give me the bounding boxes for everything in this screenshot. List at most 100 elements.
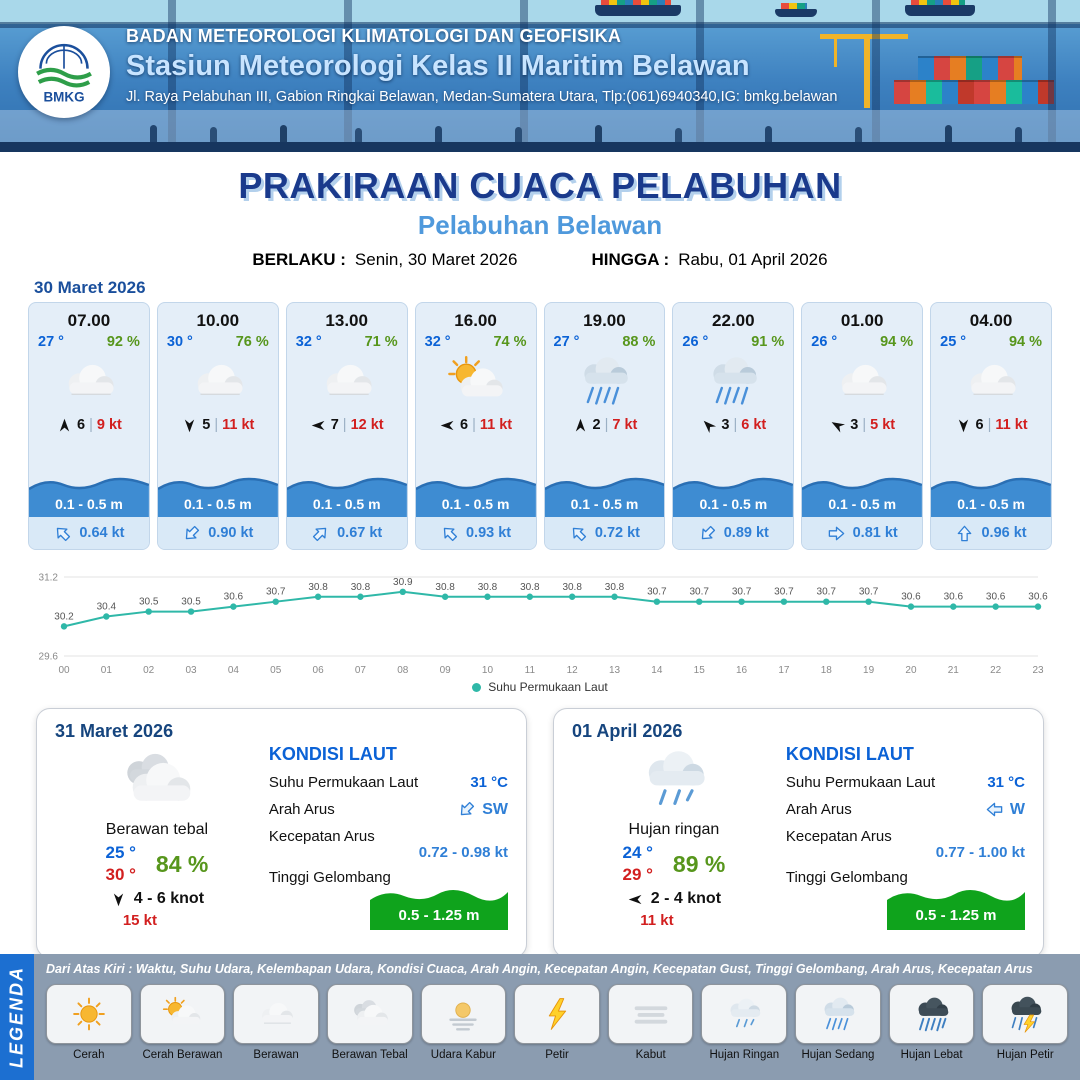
- forecast-card: 19.00 27 ° 88 % 2 | 7 kt 0.1 - 0.5 m: [543, 302, 666, 550]
- forecast-card: 10.00 30 ° 76 % 5 | 11 kt 0.1 - 0.5 m: [156, 302, 279, 550]
- wave-shape-icon: [544, 477, 665, 517]
- chart-legend: Suhu Permukaan Laut: [28, 680, 1052, 694]
- legend-weather-icon: [346, 993, 394, 1035]
- svg-text:30.8: 30.8: [435, 582, 455, 593]
- legend-weather-icon: [1001, 993, 1049, 1035]
- legend-weather-icon: [627, 993, 675, 1035]
- svg-text:20: 20: [905, 665, 917, 676]
- hingga-value: Rabu, 01 April 2026: [678, 250, 828, 269]
- day-date: 01 April 2026: [572, 721, 683, 741]
- terminal-room-art: [0, 110, 1080, 142]
- legend-item-label: Cerah Berawan: [142, 1049, 223, 1061]
- svg-text:30.7: 30.7: [859, 587, 879, 598]
- svg-text:09: 09: [440, 665, 452, 676]
- day-weather-icon: [103, 744, 211, 816]
- wind-speed: 7: [330, 417, 339, 433]
- wave-height: 0.1 - 0.5 m: [312, 496, 381, 512]
- legend-weather-icon: [252, 993, 300, 1035]
- wind-row: 5 | 11 kt: [158, 412, 278, 438]
- legend-item-label: Hujan Petir: [996, 1049, 1054, 1061]
- air-temp: 26 °: [811, 334, 838, 350]
- current-row: 0.81 kt: [802, 517, 923, 549]
- legend-item: Kabut: [607, 984, 694, 1061]
- current-speed: 0.67 kt: [337, 525, 383, 541]
- wind-speed: 3: [721, 417, 730, 433]
- wave-height-label: Tinggi Gelombang: [268, 869, 391, 886]
- legend-title-strip: LEGENDA: [0, 954, 34, 1080]
- sst-label: Suhu Permukaan Laut: [268, 774, 419, 791]
- wind-separator: |: [733, 417, 738, 433]
- wind-gust: 6 kt: [741, 417, 767, 433]
- legend-weather-icon: [533, 993, 581, 1035]
- svg-text:18: 18: [821, 665, 833, 676]
- sst-chart: 31.2 29.6 30.2 00 30.4 01 30.5 02 30.5 03 30.6 04 30…: [39, 573, 1049, 677]
- svg-text:30.8: 30.8: [478, 582, 498, 593]
- current-direction-icon: [572, 527, 586, 541]
- legend-icon-box: [420, 984, 507, 1044]
- svg-text:19: 19: [863, 665, 875, 676]
- svg-text:30.6: 30.6: [224, 592, 244, 603]
- svg-text:30.6: 30.6: [986, 592, 1006, 603]
- legend-icon-box: [46, 984, 132, 1044]
- weather-icon: [931, 350, 1051, 412]
- wind-separator: |: [862, 417, 867, 433]
- legend-weather-icon: [814, 993, 862, 1035]
- wave-shape-icon: [931, 477, 1051, 517]
- weather-icon: [673, 350, 793, 412]
- current-row: 0.93 kt: [415, 517, 536, 549]
- svg-text:15: 15: [694, 665, 706, 676]
- hingga: HINGGA : Rabu, 01 April 2026: [591, 250, 827, 270]
- forecast-card: 13.00 32 ° 71 % 7 | 12 kt 0.1 - 0.5 m: [285, 302, 408, 550]
- legend-item-label: Hujan Sedang: [801, 1049, 875, 1061]
- air-temp: 32 °: [295, 334, 322, 350]
- wave-height-box: 0.5 - 1.25 m: [887, 884, 1025, 930]
- day-condition: Berawan tebal: [105, 821, 209, 838]
- wave-height-band: 0.1 - 0.5 m: [802, 473, 923, 517]
- current-row: 0.96 kt: [931, 517, 1051, 549]
- wind-separator: |: [987, 417, 992, 433]
- day-weather-column: Berawan tebal 25 ° 30 ° 84 % 4 - 6 knot …: [55, 744, 259, 930]
- legend-icon-box: [607, 984, 694, 1044]
- wind-gust: 11 kt: [479, 417, 513, 433]
- svg-text:30.8: 30.8: [562, 582, 582, 593]
- legend-item: Hujan Lebat: [888, 984, 975, 1061]
- wind-row: 3 | 6 kt: [673, 412, 793, 438]
- legend-bar: LEGENDA Dari Atas Kiri : Waktu, Suhu Uda…: [0, 954, 1080, 1080]
- legend-item: Hujan Ringan: [701, 984, 788, 1061]
- humidity: 74 %: [493, 334, 527, 350]
- berlaku-value: Senin, 30 Maret 2026: [354, 250, 518, 269]
- forecast-card: 22.00 26 ° 91 % 3 | 6 kt 0.1 - 0.5 m: [672, 302, 795, 550]
- air-temp: 26 °: [682, 334, 709, 350]
- wind-separator: |: [342, 417, 347, 433]
- legend-item-label: Udara Kabur: [430, 1049, 496, 1061]
- wind-speed: 5: [202, 417, 211, 433]
- current-speed: 0.89 kt: [723, 525, 769, 541]
- svg-text:29.6: 29.6: [39, 652, 59, 663]
- current-direction-icon: [313, 527, 327, 541]
- wave-height-box: 0.5 - 1.25 m: [370, 884, 508, 930]
- current-speed-value: 0.72 - 0.98 kt: [418, 844, 508, 861]
- air-temp: 27 °: [38, 334, 64, 350]
- legend-weather-icon: [720, 993, 768, 1035]
- current-direction-value: SW: [482, 800, 508, 818]
- wave-height: 0.1 - 0.5 m: [55, 496, 123, 512]
- current-direction-icon: [57, 527, 71, 541]
- svg-text:30.7: 30.7: [266, 587, 286, 598]
- wind-separator: |: [604, 417, 609, 433]
- forecast-card: 04.00 25 ° 94 % 6 | 11 kt 0.1 - 0.5 m: [930, 302, 1052, 550]
- svg-text:10: 10: [482, 665, 494, 676]
- forecast-time: 10.00: [196, 311, 240, 330]
- day-temp-min: 25 °: [105, 843, 136, 862]
- current-direction-icon: [443, 527, 458, 541]
- day-weather-icon: [620, 744, 728, 816]
- wind-speed: 6: [975, 417, 984, 433]
- wave-height-value: 0.5 - 1.25 m: [915, 907, 997, 924]
- air-temp: 32 °: [424, 334, 451, 350]
- legend-icon-box: [514, 984, 600, 1044]
- forecast-time: 16.00: [454, 311, 497, 330]
- forecast-time: 07.00: [67, 311, 111, 330]
- wave-height: 0.1 - 0.5 m: [183, 496, 252, 512]
- legend-item-label: Berawan Tebal: [331, 1049, 408, 1061]
- sst-value: 31 °C: [470, 774, 508, 791]
- sea-current-direction-icon: [461, 801, 475, 816]
